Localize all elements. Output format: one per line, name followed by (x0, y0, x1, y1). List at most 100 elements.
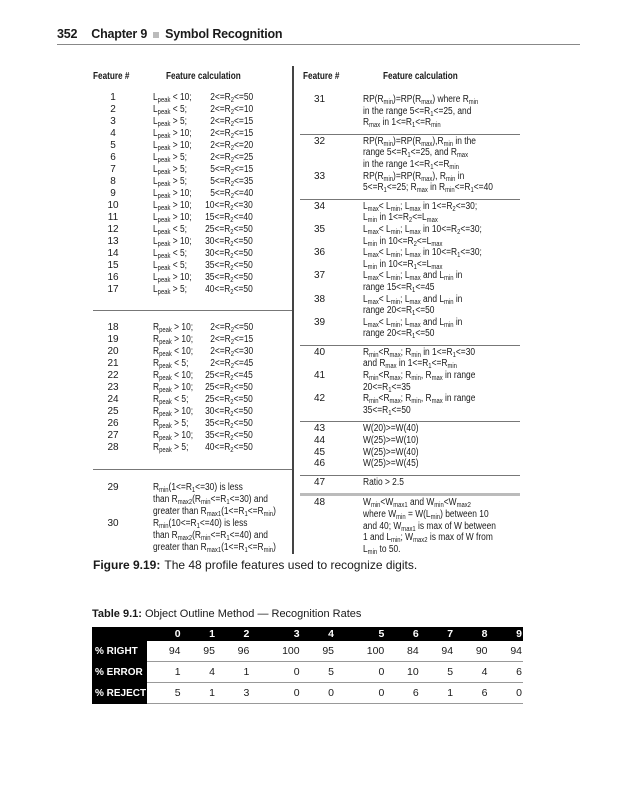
subscript: 1 (407, 152, 411, 160)
subscript: 2 (230, 217, 234, 224)
peak-condition: Rpeak > 5; (153, 442, 195, 454)
subscript: max1 (393, 502, 408, 510)
table-cell: 4 (181, 661, 216, 683)
range-condition: 5<=R2<=40 (181, 188, 253, 200)
feature-row: 42 Rmin<Rmax; Rmin, Rmax in range 35<=R1<=… (300, 393, 520, 417)
feature-number: 14 (107, 248, 119, 259)
peak-condition: Lpeak > 10; (153, 128, 199, 140)
subscript: max (409, 252, 421, 260)
feature-row: 4 Lpeak > 10; 2<=R2<=15 (93, 128, 292, 140)
subscript: min (383, 175, 394, 183)
subscript: min (390, 205, 401, 213)
feature-number: 27 (107, 430, 119, 441)
column-header-digit: 3 (250, 627, 301, 641)
subscript: min (383, 99, 394, 106)
feature-calculation-text: 35<=R1<=50 (363, 404, 411, 417)
peak-condition-text: Lpeak > 5; (153, 176, 188, 188)
range-condition: 2<=R2<=25 (181, 152, 253, 164)
subscript: 1 (383, 187, 387, 195)
peak-condition: Lpeak < 5; (153, 104, 194, 116)
feature-number: 4 (110, 128, 116, 139)
subscript: 2 (230, 145, 234, 152)
feature-calculation-text: RP(Rmin)=RP(Rmax),Rmin in the (363, 135, 476, 148)
subscript: min (367, 240, 378, 248)
feature-number: 26 (107, 418, 119, 429)
table-cell: 1 (147, 661, 182, 683)
feature-calculation-line: Wmin<Wmax1 and Wmin<Wmax2 (363, 497, 520, 509)
feature-calculation-line: range 15<=R1<=45 (363, 282, 520, 294)
subscript: min (367, 548, 378, 556)
feature-number: 47 (314, 476, 326, 488)
subscript: peak (157, 217, 171, 224)
feature-row: 47 Ratio > 2.5 (300, 477, 520, 489)
feature-calculation-line: RP(Rmin)=RP(Rmax) where Rmin (363, 94, 520, 106)
subscript: 1 (196, 523, 200, 530)
feature-row: 31 RP(Rmin)=RP(Rmax) where Rmin in the ran… (300, 94, 520, 129)
feature-calculation: Lmax< Lmin; Lmax in 1<=R2<=30; Lmin in 1<… (363, 201, 520, 225)
subscript: max (431, 375, 443, 383)
subscript: max (367, 275, 379, 283)
peak-condition-text: Lpeak < 5; (153, 104, 188, 116)
feature-group: 32 RP(Rmin)=RP(Rmax),Rmin in the range 5<=… (300, 135, 520, 200)
peak-condition: Lpeak < 5; (153, 248, 194, 260)
subscript: peak (157, 169, 171, 176)
feature-calculation-text: W(25)>=W(45) (363, 458, 419, 470)
table-cell: 100 (250, 641, 301, 662)
range-condition: 2<=R2<=20 (181, 140, 253, 152)
peak-condition-text: Rpeak < 10; (153, 346, 194, 358)
feature-row: 30 Rmin(10<=R1<=40) is less than Rmax2(Rmi… (93, 518, 292, 554)
feature-calculation-line: in the range 5<=R1<=25, and (363, 106, 520, 118)
feature-calculation: W(20)>=W(40) (363, 423, 520, 435)
feature-row: 21 Rpeak < 5; 2<=R2<=45 (93, 358, 292, 370)
feature-calculation-line: Lmax< Lmin; Lmax and Lmin in (363, 270, 520, 282)
feature-number: 46 (314, 458, 326, 470)
subscript: peak (157, 181, 171, 188)
subscript: 2 (413, 240, 417, 248)
feature-calculation-text: W(20)>=W(40) (363, 423, 419, 435)
table-cell: 5 (147, 682, 182, 704)
feature-row: 37 Lmax< Lmin; Lmax and Lmin in range 15<=… (300, 270, 520, 294)
subscript: max2 (456, 502, 471, 510)
table-cell: 1 (215, 661, 251, 683)
feature-row: 41 Rmin<Rmax; Rmin, Rmax in range 20<=R1<=… (300, 370, 520, 394)
peak-condition: Lpeak > 5; (153, 116, 194, 128)
feature-calculation-line: W(25)>=W(10) (363, 435, 520, 447)
subscript: 1 (388, 409, 392, 417)
range-condition: 10<=R2<=30 (181, 200, 253, 212)
subscript: 2 (452, 205, 456, 213)
feature-number: 36 (314, 247, 326, 259)
chapter-title: Symbol Recognition (165, 27, 283, 41)
feature-calculation-text: Rmin<Rmax; Rmin, Rmax in range (363, 393, 476, 406)
subscript: 2 (230, 375, 234, 382)
feature-calculation-line: W(25)>=W(45) (363, 458, 520, 470)
feature-row: 23 Rpeak > 10; 25<=R2<=50 (93, 382, 292, 394)
feature-number: 41 (314, 370, 326, 382)
range-condition-text: 2<=R2<=50 (210, 322, 253, 334)
peak-condition: Lpeak > 10; (153, 212, 199, 224)
range-condition: 5<=R2<=35 (181, 176, 253, 188)
subscript: min (430, 514, 441, 521)
subscript: max (421, 99, 433, 106)
subscript: max (409, 205, 421, 213)
table-cell: 6 (488, 661, 523, 683)
subscript: min (447, 363, 457, 371)
feature-calculation-text: and Rmax in 1<=R1<=Rmin (363, 358, 457, 371)
range-condition-text: 2<=R2<=20 (210, 140, 253, 152)
feature-row: 36 Lmax< Lmin; Lmax in 10<=R1<=30; Lmin in… (300, 247, 520, 271)
peak-condition-text: Lpeak > 10; (153, 188, 192, 200)
subscript: min (468, 99, 479, 106)
feature-calculation-text: Lmax< Lmin; Lmax in 10<=R1<=30; (363, 247, 482, 260)
range-condition-text: 30<=R2<=50 (205, 406, 253, 418)
feature-calculation-text: 5<=R1<=25; Rmax in Rmin<=R1<=40 (363, 182, 493, 195)
feature-calculation-line: Rmin<Rmax; Rmin, Rmax in range (363, 393, 520, 405)
feature-number: 24 (107, 394, 119, 405)
subscript: 2 (230, 289, 234, 296)
feature-number: 11 (107, 212, 119, 223)
subscript: max (426, 217, 438, 225)
subscript: min (263, 511, 274, 518)
range-condition: 5<=R2<=15 (181, 164, 253, 176)
subscript: max (409, 275, 421, 283)
range-condition: 35<=R2<=50 (181, 430, 253, 442)
page-number: 352 (57, 27, 78, 41)
table-cell: 3 (215, 682, 251, 704)
